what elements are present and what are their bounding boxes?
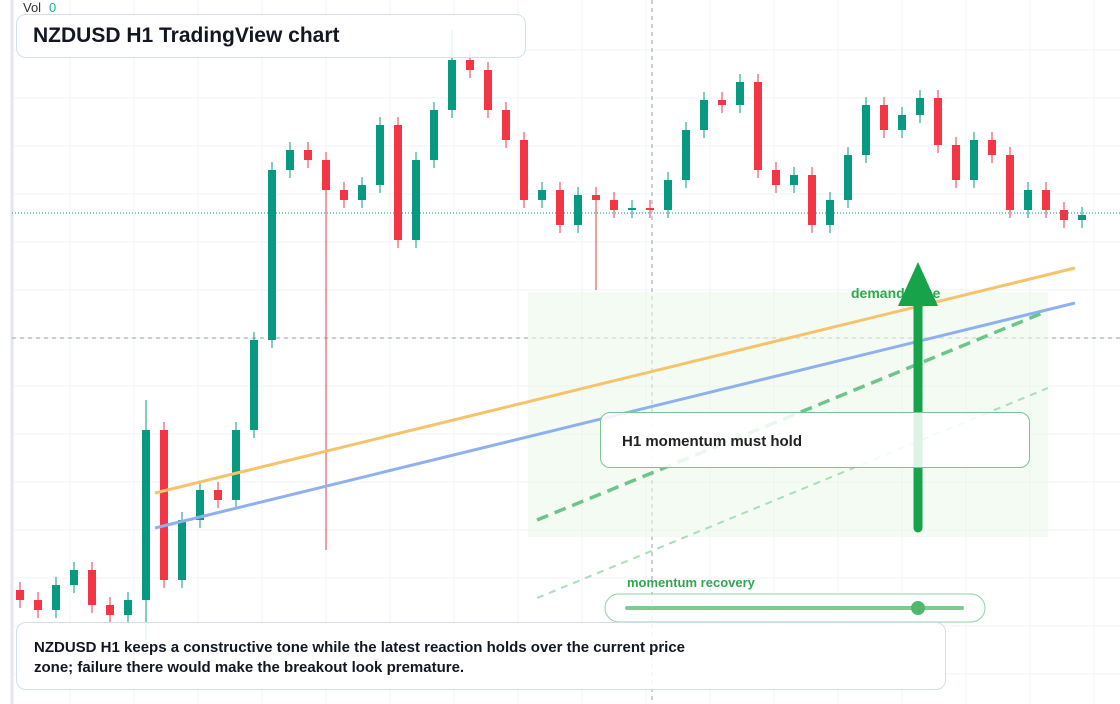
candle-body xyxy=(538,190,546,200)
candle-body xyxy=(88,570,96,605)
candle-body xyxy=(214,490,222,500)
legend-label: Vol xyxy=(23,0,41,15)
candle-body xyxy=(322,160,330,190)
candle-body xyxy=(412,160,420,240)
candle-body xyxy=(70,570,78,585)
arrow-head xyxy=(898,262,938,306)
candle-body xyxy=(988,140,996,155)
candle-body xyxy=(772,170,780,185)
caption-text: NZDUSD H1 keeps a constructive tone whil… xyxy=(34,639,686,676)
candle-body xyxy=(970,140,978,180)
candle-body xyxy=(304,150,312,160)
annotation-box: H1 momentum must hold xyxy=(600,412,1030,468)
title: NZDUSD H1 TradingView chart xyxy=(16,14,526,58)
candle-body xyxy=(34,600,42,610)
candle-body xyxy=(808,175,816,225)
candle-body xyxy=(592,195,600,200)
candle-body xyxy=(340,190,348,200)
candle-body xyxy=(826,200,834,225)
candle-body xyxy=(232,430,240,500)
candle-body xyxy=(646,208,654,210)
candle-body xyxy=(250,340,258,430)
candle-body xyxy=(430,110,438,160)
candle-body xyxy=(466,60,474,70)
candle-body xyxy=(682,130,690,180)
candle-body xyxy=(484,70,492,110)
candle-body xyxy=(520,140,528,200)
candle-body xyxy=(952,145,960,180)
candle-body xyxy=(1006,155,1014,210)
candle-body xyxy=(556,190,564,225)
candle-body xyxy=(1042,190,1050,210)
candle-body xyxy=(736,82,744,105)
candle-body xyxy=(286,150,294,170)
candle-body xyxy=(196,490,204,520)
candle-body xyxy=(610,200,618,210)
caption: NZDUSD H1 keeps a constructive tone whil… xyxy=(16,622,946,690)
candle-body xyxy=(916,98,924,115)
candle-body xyxy=(664,180,672,210)
candle-body xyxy=(502,110,510,140)
candle-body xyxy=(862,105,870,155)
legend-value: 0 xyxy=(49,0,56,15)
candle-body xyxy=(700,100,708,130)
candle-body xyxy=(142,430,150,600)
candle-body xyxy=(898,115,906,130)
candle-body xyxy=(844,155,852,200)
candle-body xyxy=(448,60,456,110)
candle-body xyxy=(124,600,132,615)
candle-body xyxy=(160,430,168,580)
candle-body xyxy=(394,125,402,240)
candle-body xyxy=(52,585,60,610)
candle-body xyxy=(1078,215,1086,220)
candle-body xyxy=(934,98,942,145)
candle-body xyxy=(178,520,186,580)
candle-body xyxy=(358,185,366,200)
candle-body xyxy=(628,208,636,210)
candle-body xyxy=(574,195,582,225)
slider-label: momentum recovery xyxy=(627,575,756,590)
candle-body xyxy=(790,175,798,185)
candle-body xyxy=(1024,190,1032,210)
candle-body xyxy=(268,170,276,340)
candle-body xyxy=(754,82,762,170)
slider-knob[interactable] xyxy=(911,601,925,615)
candle-body xyxy=(16,590,24,600)
candle-body xyxy=(1060,210,1068,220)
candle-body xyxy=(718,100,726,105)
candles xyxy=(16,30,1086,640)
candle-body xyxy=(376,125,384,185)
candle-body xyxy=(880,105,888,130)
candle-body xyxy=(106,605,114,615)
